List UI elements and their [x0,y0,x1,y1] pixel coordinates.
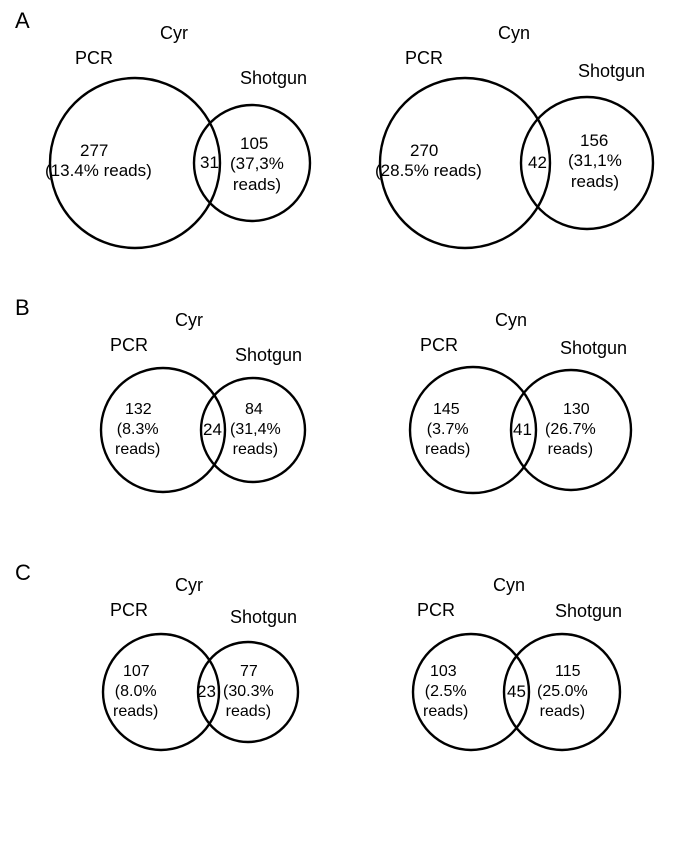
venn-c-cyr: Cyr PCR Shotgun 107 (8.0% reads) 23 77 (… [75,600,315,780]
left-reads-b-cyr: (8.3% reads) [115,420,160,460]
venn-a-cyr: Cyr PCR Shotgun 277 (13.4% reads) 31 105… [30,48,330,268]
venn-svg-c-cyr [75,600,315,780]
left-count-c-cyr: 107 [123,662,150,682]
overlap-c-cyr: 23 [197,682,216,702]
panel-letter-a: A [15,8,30,34]
title-c-cyr: Cyr [175,575,203,596]
overlap-c-cyn: 45 [507,682,526,702]
right-reads-a-cyr: (37,3% reads) [230,153,284,196]
right-count-a-cyr: 105 [240,133,268,154]
left-count-b-cyr: 132 [125,400,152,420]
left-reads-a-cyn: (28.5% reads) [375,160,482,181]
venn-svg-a-cyr [30,48,330,268]
right-count-a-cyn: 156 [580,130,608,151]
right-count-b-cyn: 130 [563,400,590,420]
left-count-a-cyr: 277 [80,140,108,161]
left-reads-c-cyr: (8.0% reads) [113,682,158,722]
venn-svg-b-cyr [75,335,325,520]
right-reads-b-cyn: (26.7% reads) [545,420,596,460]
venn-b-cyn: Cyn PCR Shotgun 145 (3.7% reads) 41 130 … [385,335,650,520]
left-count-a-cyn: 270 [410,140,438,161]
right-count-b-cyr: 84 [245,400,263,420]
left-reads-b-cyn: (3.7% reads) [425,420,470,460]
panel-letter-c: C [15,560,31,586]
venn-b-cyr: Cyr PCR Shotgun 132 (8.3% reads) 24 84 (… [75,335,325,520]
overlap-b-cyr: 24 [203,420,222,440]
left-count-b-cyn: 145 [433,400,460,420]
title-c-cyn: Cyn [493,575,525,596]
panel-letter-b: B [15,295,30,321]
left-count-c-cyn: 103 [430,662,457,682]
venn-c-cyn: Cyn PCR Shotgun 103 (2.5% reads) 45 115 … [385,600,640,780]
figure: A Cyr PCR Shotgun 277 (13.4% reads) 31 1… [0,0,673,846]
title-b-cyn: Cyn [495,310,527,331]
right-reads-c-cyn: (25.0% reads) [537,682,588,722]
left-reads-a-cyr: (13.4% reads) [45,160,152,181]
venn-a-cyn: Cyn PCR Shotgun 270 (28.5% reads) 42 156… [360,48,670,268]
right-reads-c-cyr: (30.3% reads) [223,682,274,722]
title-a-cyn: Cyn [498,23,530,44]
overlap-b-cyn: 41 [513,420,532,440]
left-reads-c-cyn: (2.5% reads) [423,682,468,722]
right-reads-b-cyr: (31,4% reads) [230,420,281,460]
title-a-cyr: Cyr [160,23,188,44]
venn-svg-a-cyn [360,48,670,268]
right-reads-a-cyn: (31,1% reads) [568,150,622,193]
right-count-c-cyn: 115 [555,662,581,682]
right-count-c-cyr: 77 [240,662,258,682]
overlap-a-cyn: 42 [528,153,547,173]
title-b-cyr: Cyr [175,310,203,331]
overlap-a-cyr: 31 [200,153,219,173]
